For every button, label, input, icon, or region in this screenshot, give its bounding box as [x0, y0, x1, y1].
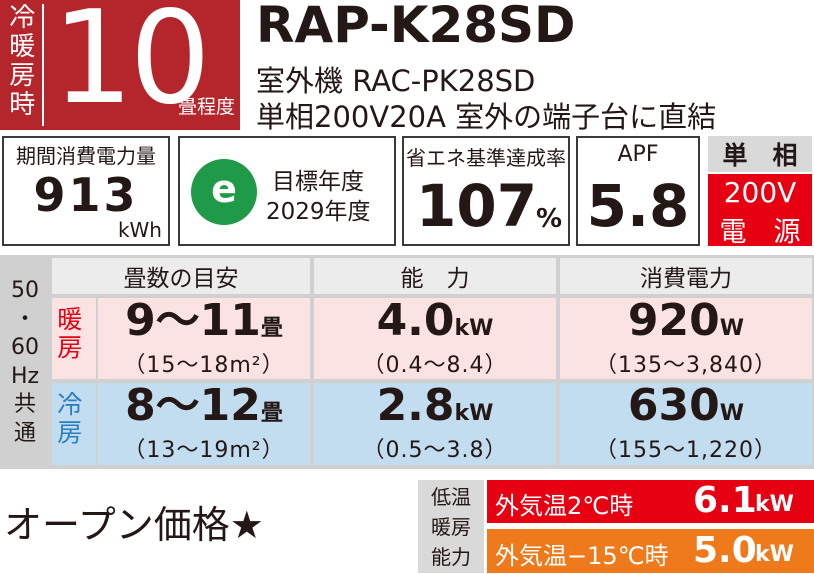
phase-voltage: 200V [723, 176, 797, 209]
cell: 9～11畳 （15～18m²） [98, 298, 310, 379]
cell-main: 2.8 [376, 380, 455, 431]
cell: 8～12畳 （13～19m²） [98, 383, 310, 465]
divider [310, 298, 314, 379]
achievement-label: 省エネ基準達成率 [406, 146, 566, 170]
cell-unit: W [719, 401, 745, 426]
apf-value: 5.8 [586, 172, 690, 240]
side-label-line: Hz [10, 363, 40, 389]
cell-range: （0.5～3.8） [362, 438, 508, 463]
annual-power-label: 期間消費電力量 [16, 144, 156, 168]
row-mode: 冷房 [57, 390, 83, 447]
e-mark-letter: e [211, 167, 237, 211]
low-temp-row: 外気温2℃時 6.1 kW [487, 480, 814, 523]
cell-range: （13～19m²） [123, 438, 285, 463]
low-temp-label-line: 低温 [431, 485, 471, 509]
side-label-line: ・60 [11, 306, 39, 361]
cell-unit: kW [454, 401, 494, 426]
achievement-box: 省エネ基準達成率 107 % [402, 136, 570, 246]
annual-power-value: 913 [33, 168, 139, 222]
cell-unit: 畳 [260, 401, 283, 426]
annual-power-box: 期間消費電力量 913 kWh [2, 136, 170, 246]
annual-power-unit: kWh [117, 218, 162, 242]
cell-main: 4.0 [376, 294, 455, 346]
cell-main: 8～12 [125, 380, 261, 431]
low-temp-value: 5.0 [693, 530, 757, 571]
divider [556, 298, 560, 379]
phase-bottom: 電 源 [719, 217, 801, 248]
divider [310, 383, 314, 465]
cell-range: （15～18m²） [123, 352, 285, 378]
size-badge: 冷暖房時 10 畳程度 [0, 0, 240, 130]
cell-range: （135～3,840） [595, 352, 777, 378]
row-mode: 暖房 [57, 305, 83, 362]
low-temp-label-line: 暖房 [431, 515, 471, 539]
cell: 2.8kW （0.5～3.8） [314, 383, 556, 465]
low-temp-label: 低温 暖房 能力 [418, 480, 484, 573]
side-label-line: 通 [13, 420, 36, 446]
heating-row: 暖房 9～11畳 （15～18m²） 4.0kW （0.4～8.4） 920W （13… [52, 298, 812, 379]
side-label-line: 50 [11, 278, 39, 303]
e-mark-circle [191, 159, 257, 225]
cell: 630W （155～1,220） [560, 383, 812, 465]
apf-label: APF [617, 142, 659, 167]
low-temp-condition: 外気温−15℃時 [495, 542, 669, 570]
low-temp-value: 6.1 [693, 480, 757, 521]
cell-unit: 畳 [260, 315, 283, 341]
cell-main: 630 [627, 380, 720, 431]
side-label-line: 共 [13, 392, 36, 418]
cell: 920W （135～3,840） [560, 298, 812, 379]
power-supply: 単相200V20A 室外の端子台に直結 [256, 100, 717, 134]
phase-top: 単 相 [708, 136, 812, 172]
cell-unit: W [719, 315, 745, 341]
divider [96, 383, 98, 465]
divider [42, 4, 44, 126]
target-box: e 目標年度 2029年度 [178, 136, 396, 246]
cell-unit: kW [454, 315, 494, 341]
divider [96, 298, 98, 379]
low-temp-condition: 外気温2℃時 [495, 492, 634, 520]
target-line2: 2029年度 [266, 199, 371, 225]
cell-range: （0.4～8.4） [362, 352, 508, 378]
achievement-value: 107 [416, 172, 538, 240]
low-temp-label-line: 能力 [431, 545, 471, 569]
column-header: 消費電力 [560, 258, 812, 294]
column-header: 畳数の目安 [52, 258, 310, 294]
cooling-row: 冷房 8～12畳 （13～19m²） 2.8kW （0.5～3.8） 630W （15… [52, 383, 812, 465]
side-label: 50 ・60 Hz 共 通 [4, 277, 46, 449]
badge-label: 冷暖房時 [9, 3, 36, 121]
low-temp-unit: kW [755, 542, 794, 567]
cell: 4.0kW （0.4～8.4） [314, 298, 556, 379]
outdoor-unit: 室外機 RAC-PK28SD [256, 64, 536, 98]
cell-main: 9～11 [125, 294, 261, 346]
badge-size: 10 [52, 0, 211, 133]
badge-unit: 畳程度 [178, 96, 236, 118]
model: RAP-K28SD [256, 0, 576, 54]
target-line1: 目標年度 [272, 169, 364, 195]
low-temp-unit: kW [755, 492, 794, 517]
e-mark: e [191, 159, 257, 225]
price: オープン価格★ [4, 503, 264, 547]
low-temp-row: 外気温−15℃時 5.0 kW [487, 529, 814, 573]
apf-box: APF 5.8 [576, 136, 700, 246]
divider [556, 383, 560, 465]
cell-range: （155～1,220） [595, 438, 777, 463]
phase-box: 200V 電 源 [708, 174, 812, 248]
column-header: 能 力 [314, 258, 556, 294]
achievement-unit: % [536, 204, 563, 234]
spec-table: 50 ・60 Hz 共 通 畳数の目安 能 力 消費電力 暖房 9～11畳 （15… [0, 255, 814, 469]
cell-main: 920 [627, 294, 720, 346]
